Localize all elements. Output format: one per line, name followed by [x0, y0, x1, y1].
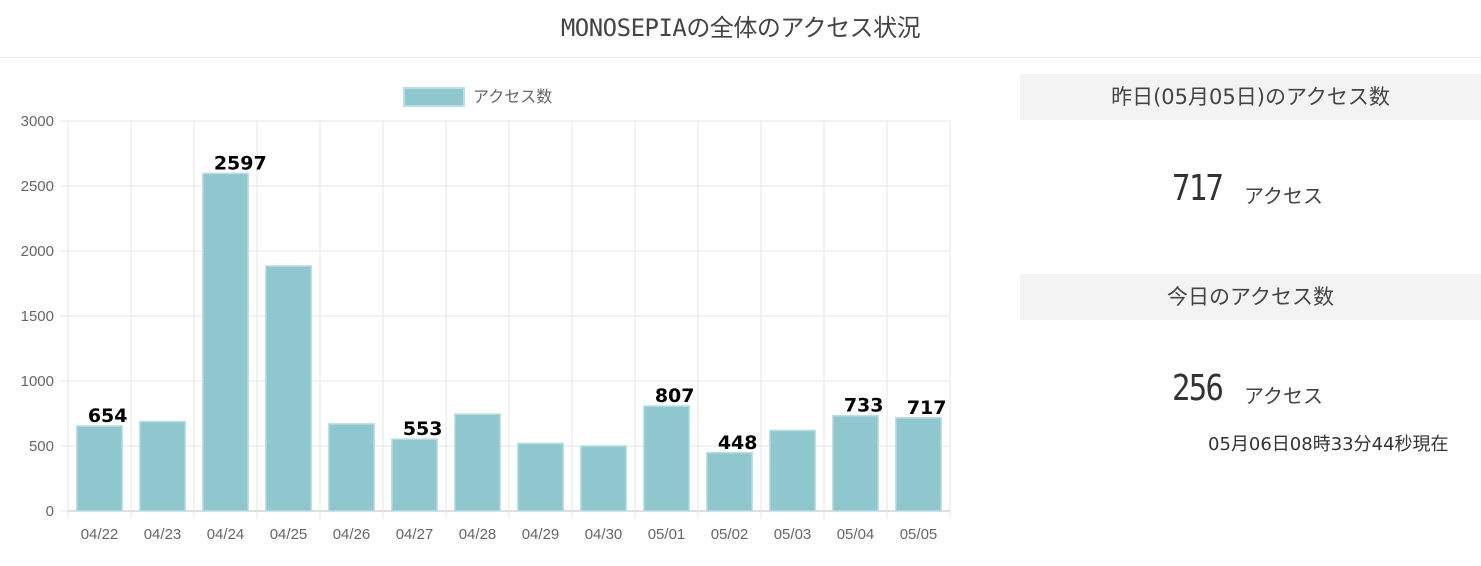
bar-04-26	[328, 423, 375, 512]
data-label: 717	[907, 397, 947, 419]
access-bar-chart: アクセス数 0 500 1000 1500 2000 2500 3000 654 04/22 04/…	[21, 87, 951, 543]
yesterday-unit: アクセス	[1244, 184, 1323, 208]
bar-04-30	[580, 445, 627, 512]
x-tick-label: 05/01	[648, 526, 686, 543]
bar-04-23	[139, 420, 186, 512]
today-header: 今日のアクセス数	[1020, 274, 1481, 320]
bar-04-24	[202, 172, 249, 512]
x-tick-label: 05/03	[774, 526, 812, 543]
yesterday-header: 昨日(05月05日)のアクセス数	[1020, 74, 1481, 120]
x-tick-label: 04/24	[207, 526, 245, 543]
x-tick-label: 05/04	[837, 526, 875, 543]
data-label: 448	[718, 432, 758, 454]
title-divider	[0, 57, 1481, 58]
page-title: MONOSEPIAの全体のアクセス状況	[560, 14, 921, 42]
x-tick-label: 05/05	[900, 526, 938, 543]
y-tick-label: 500	[29, 438, 54, 455]
x-tick-label: 04/29	[522, 526, 560, 543]
bar-05-02	[706, 452, 753, 512]
legend-label: アクセス数	[473, 87, 552, 106]
timestamp: 05月06日08時33分44秒現在	[1208, 434, 1449, 455]
bar-04-25	[265, 265, 312, 512]
stats-panel: 昨日(05月05日)のアクセス数 717 アクセス 今日のアクセス数 256 ア…	[1020, 74, 1481, 474]
data-label: 807	[655, 385, 695, 407]
y-tick-label: 3000	[21, 113, 54, 130]
x-tick-label: 04/30	[585, 526, 623, 543]
today-unit: アクセス	[1244, 384, 1323, 408]
legend-swatch	[403, 87, 465, 107]
y-tick-label: 2000	[21, 243, 54, 260]
bar-05-04	[832, 414, 879, 512]
today-stat: 256 アクセス	[1020, 320, 1481, 474]
bar-04-28	[454, 413, 501, 512]
x-tick-label: 04/27	[396, 526, 434, 543]
y-tick-label: 1000	[21, 373, 54, 390]
y-tick-label: 0	[46, 503, 54, 520]
x-tick-label: 04/28	[459, 526, 497, 543]
x-tick-label: 04/25	[270, 526, 308, 543]
bar-04-27	[391, 438, 438, 512]
yesterday-value: 717	[1172, 168, 1224, 209]
x-tick-label: 04/22	[81, 526, 119, 543]
data-label: 553	[403, 418, 443, 440]
x-tick-label: 04/23	[144, 526, 182, 543]
y-tick-label: 2500	[21, 178, 54, 195]
x-tick-label: 05/02	[711, 526, 749, 543]
bar-05-05	[895, 417, 942, 512]
bar-04-22	[76, 425, 123, 512]
data-label: 733	[844, 395, 884, 417]
y-tick-label: 1500	[21, 308, 54, 325]
yesterday-stat: 717 アクセス	[1020, 120, 1481, 274]
bar-04-29	[517, 442, 564, 512]
data-label: 654	[88, 405, 128, 427]
today-value: 256	[1172, 368, 1224, 409]
bar-05-01	[643, 405, 690, 512]
x-tick-label: 04/26	[333, 526, 371, 543]
bar-05-03	[769, 429, 816, 512]
data-label: 2597	[214, 152, 267, 174]
